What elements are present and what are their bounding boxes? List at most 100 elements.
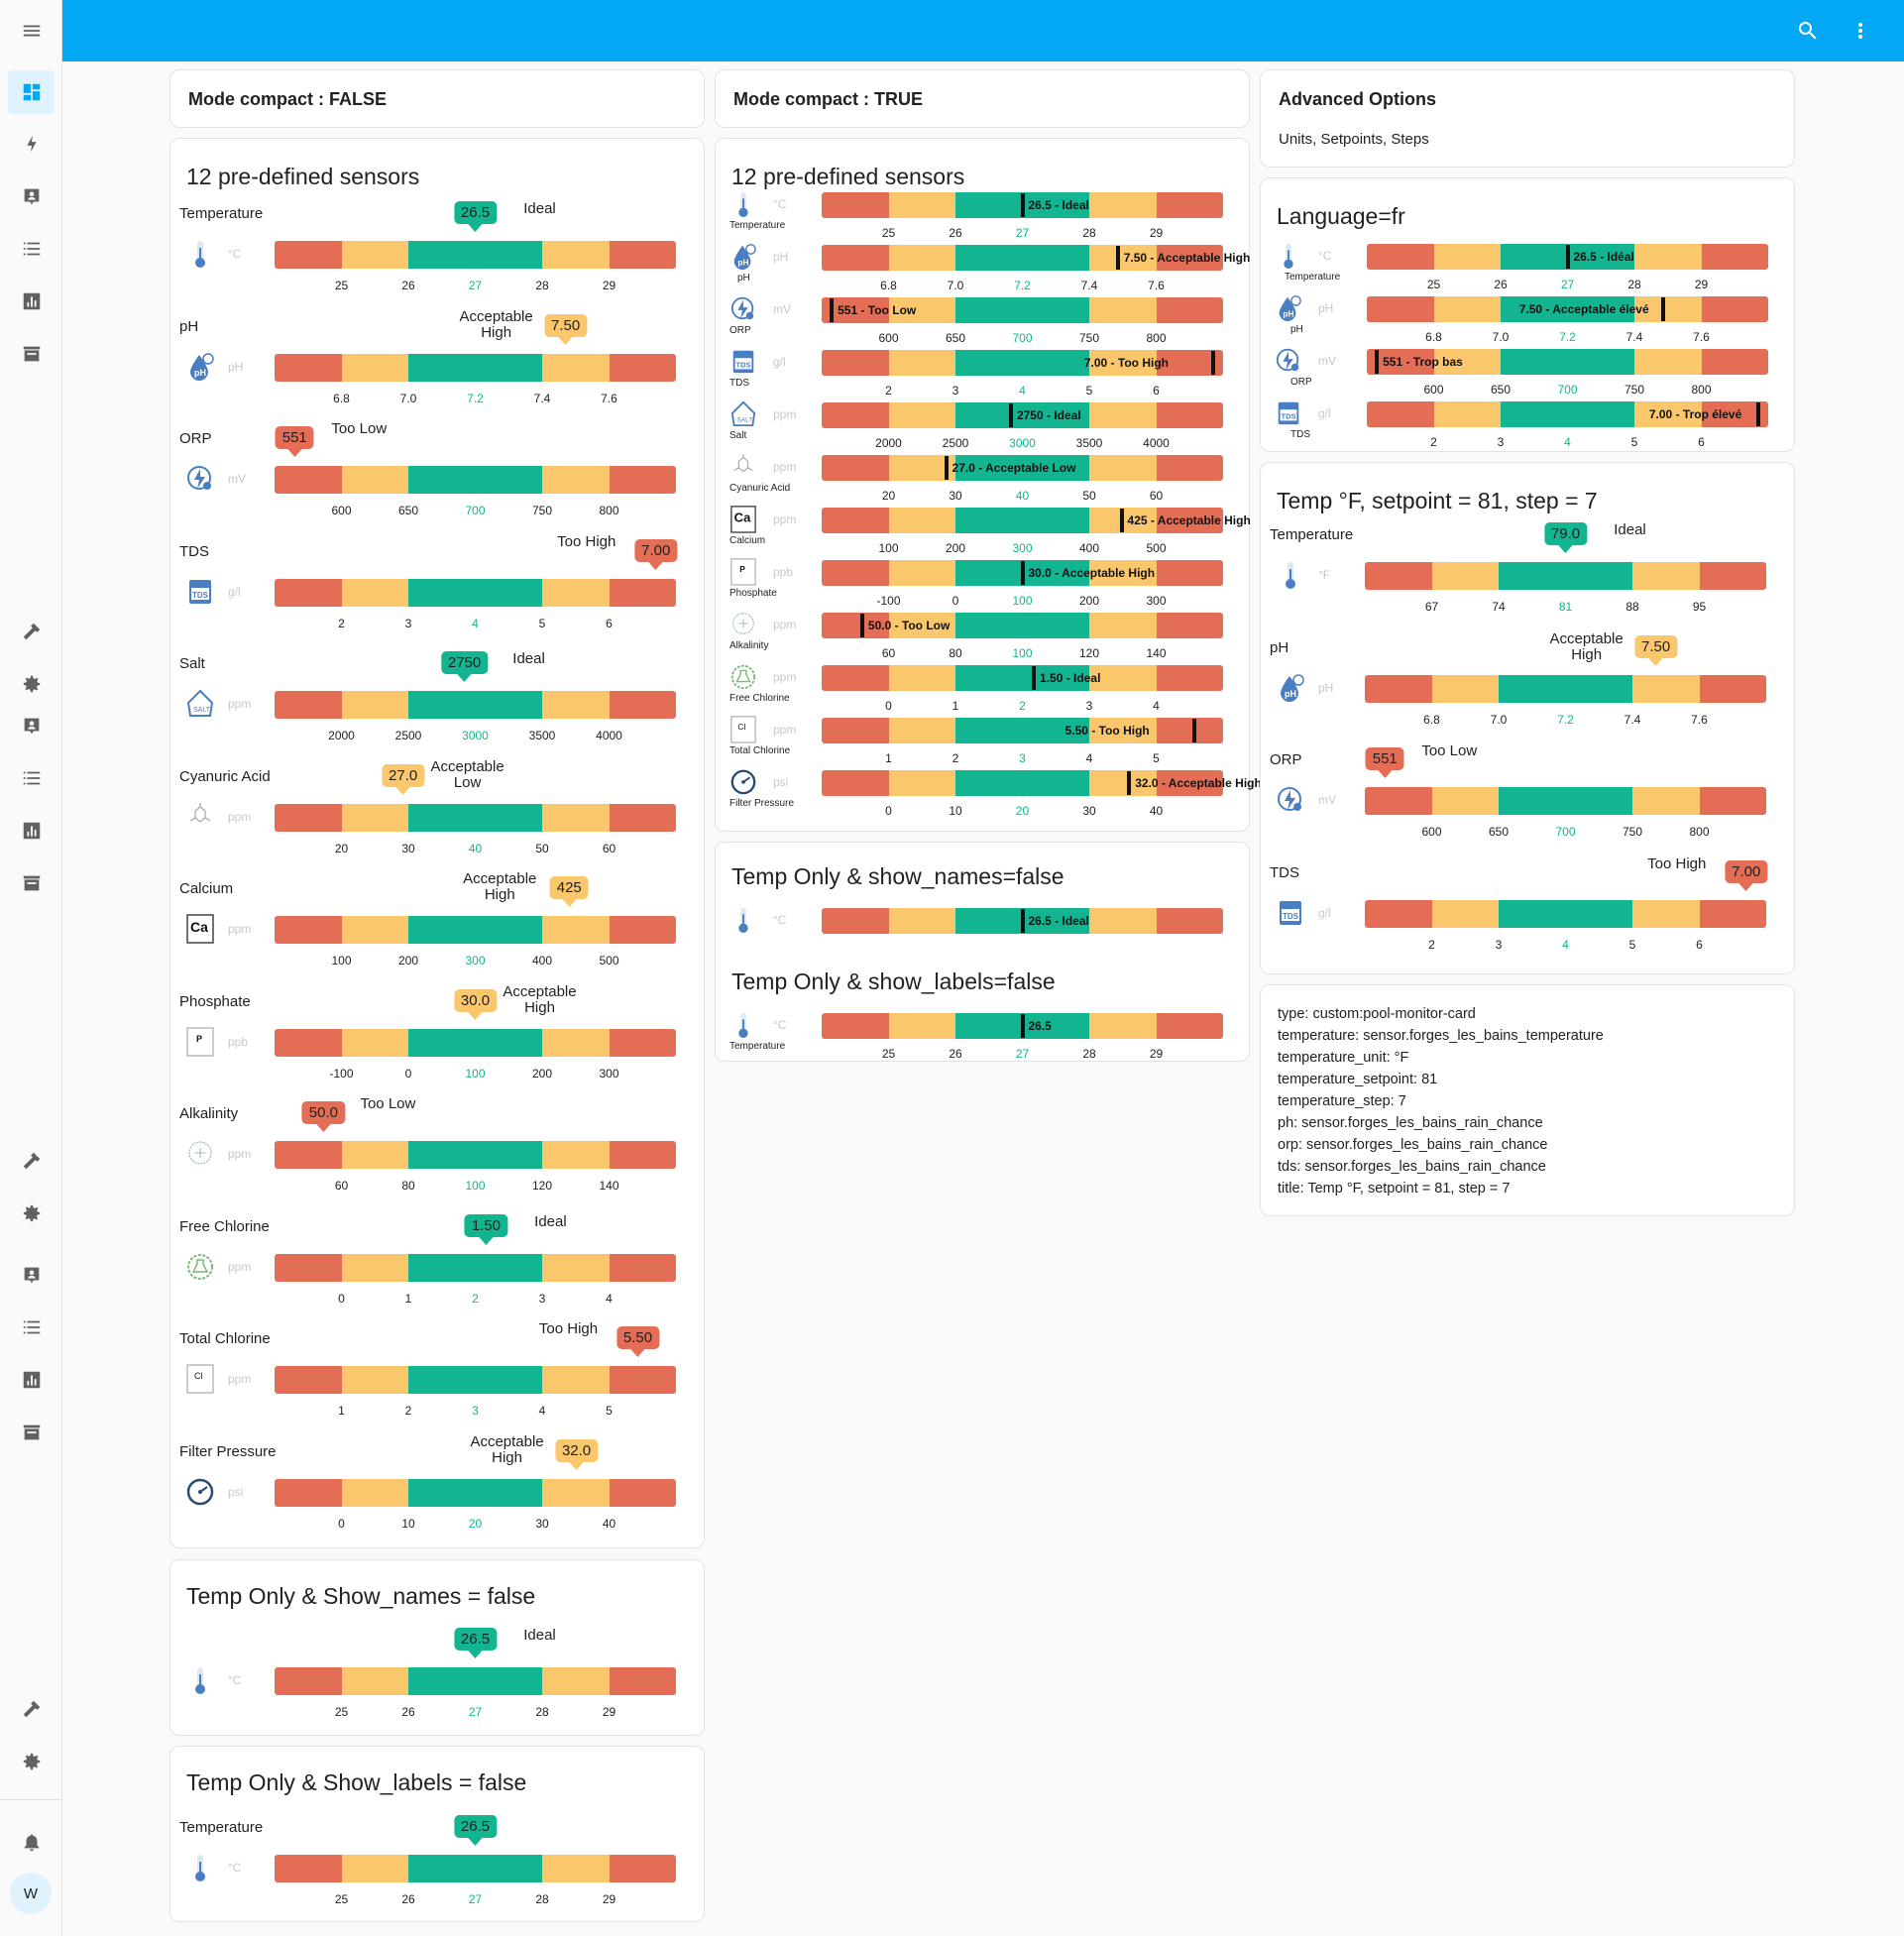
sensor-gauge-bar <box>275 466 676 494</box>
scale-tick-label: 400 <box>531 954 553 968</box>
sensor-row-orp: ORP mV 600 650 700 750 800 551 Too Low <box>170 405 706 517</box>
yaml-line: temperature_setpoint: 81 <box>1278 1072 1438 1087</box>
sensor-name: Phosphate <box>729 588 777 599</box>
svg-text:Ca: Ca <box>734 511 751 525</box>
scale-tick-label: 28 <box>1627 278 1641 291</box>
scale-tick-label: 3 <box>1497 435 1505 449</box>
bar-segment-ideal <box>955 297 1089 323</box>
sensor-name: TDS <box>1290 429 1310 440</box>
scale-tick-label: 50 <box>535 841 549 855</box>
bar-segment-out-of-range <box>275 691 342 719</box>
scale-tick-label: 40 <box>468 841 483 855</box>
dashboard-icon[interactable] <box>20 80 44 104</box>
menu-icon[interactable] <box>20 19 44 43</box>
scale-tick-label: 4000 <box>1143 436 1170 450</box>
sensor-gauge-bar <box>822 770 1223 796</box>
orp-icon <box>1276 784 1305 816</box>
bar-segment-acceptable <box>888 192 955 218</box>
hacs-icon[interactable] <box>20 871 44 895</box>
sensor-gauge-bar <box>1367 296 1768 322</box>
bar-segment-out-of-range <box>1156 297 1223 323</box>
total-chlorine-icon: Cl <box>729 715 757 744</box>
value-bubble: 551 <box>275 426 314 457</box>
sensor-row-free-chlorine: Free Chlorine ppm 0 1 2 3 4 1.50 Ideal <box>170 1194 706 1306</box>
bar-segment-out-of-range <box>609 803 676 832</box>
scale-tick-label: 26 <box>949 1047 962 1061</box>
tds-icon: TDS <box>185 576 215 608</box>
person-card-icon[interactable] <box>20 1263 44 1287</box>
list-icon[interactable] <box>20 237 44 261</box>
chart-icon[interactable] <box>20 289 44 313</box>
bar-segment-ideal <box>955 245 1089 271</box>
scale-tick-label: 20 <box>881 489 896 503</box>
sensor-name: Temperature <box>179 1819 264 1836</box>
sensor-unit: °C <box>1318 249 1332 263</box>
chart-icon[interactable] <box>20 1368 44 1392</box>
list-icon[interactable] <box>20 766 44 790</box>
sensor-gauge-bar <box>1365 899 1766 928</box>
value-bubble: 5.50 <box>616 1326 660 1357</box>
filter-pressure-icon <box>729 767 757 797</box>
sensor-unit: pH <box>773 250 789 264</box>
scale-tick-label: 27 <box>468 1892 483 1906</box>
bar-segment-out-of-range <box>609 1028 676 1057</box>
person-card-icon[interactable] <box>20 714 44 738</box>
gear-icon[interactable] <box>20 672 44 696</box>
chart-icon[interactable] <box>20 819 44 843</box>
scale-tick-label: 600 <box>1421 825 1442 839</box>
sensor-unit: ppm <box>228 1372 252 1386</box>
sensor-gauge-bar <box>275 1253 676 1282</box>
energy-icon[interactable] <box>20 132 44 156</box>
yaml-line: ph: sensor.forges_les_bains_rain_chance <box>1278 1115 1543 1131</box>
compact-value-text: 7.50 - Acceptable High <box>1123 251 1251 265</box>
scale-tick-label: 750 <box>1624 383 1645 397</box>
sidebar: W <box>0 0 62 1936</box>
scale-tick-label: 20 <box>1015 804 1030 818</box>
bar-segment-ideal <box>408 1028 542 1057</box>
value-bubble: 7.00 <box>1725 859 1768 891</box>
person-card-icon[interactable] <box>20 184 44 208</box>
search-icon[interactable] <box>1796 19 1820 43</box>
scale-tick-label: -100 <box>876 594 901 608</box>
sensor-name: pH <box>1290 324 1303 335</box>
bar-segment-acceptable <box>542 1366 610 1394</box>
value-marker <box>1020 909 1025 933</box>
scale-tick-label: 4 <box>1562 937 1569 952</box>
bar-segment-out-of-range <box>275 241 342 269</box>
sensor-name: pH <box>179 317 199 335</box>
compact-value-text: 425 - Acceptable High <box>1127 513 1251 527</box>
sidebar-divider <box>0 1799 62 1800</box>
sensor-unit: ppm <box>773 723 797 737</box>
hammer-icon[interactable] <box>20 1697 44 1721</box>
list-icon[interactable] <box>20 1315 44 1339</box>
hammer-icon[interactable] <box>20 620 44 643</box>
hacs-icon[interactable] <box>20 342 44 366</box>
bar-segment-ideal <box>408 353 542 382</box>
scale-tick-label: 1 <box>885 751 892 765</box>
bell-icon[interactable] <box>20 1830 44 1854</box>
scale-tick-label: 6.8 <box>880 279 897 292</box>
bar-segment-ideal <box>408 1478 542 1507</box>
scale-tick-label: 3500 <box>528 729 556 742</box>
scale-tick-label: 30 <box>1082 804 1096 818</box>
bar-segment-acceptable <box>1632 899 1700 928</box>
alkalinity-icon <box>729 610 757 639</box>
more-vert-icon[interactable] <box>1848 19 1872 43</box>
scale-tick-label: 27 <box>1015 1047 1030 1061</box>
card-title: Temp °F, setpoint = 81, step = 7 <box>1277 488 1598 513</box>
gear-icon[interactable] <box>20 1201 44 1225</box>
avatar[interactable]: W <box>10 1873 52 1914</box>
bar-segment-out-of-range <box>1367 244 1434 270</box>
bar-segment-out-of-range <box>609 1855 676 1882</box>
sensor-name: ORP <box>1270 751 1302 768</box>
sensor-name: Temperature <box>729 1041 786 1052</box>
bar-segment-out-of-range <box>822 455 889 481</box>
scale-tick-label: 60 <box>602 841 616 855</box>
hacs-icon[interactable] <box>20 1421 44 1444</box>
gear-icon[interactable] <box>20 1750 44 1773</box>
value-marker <box>1191 719 1196 742</box>
hammer-icon[interactable] <box>20 1149 44 1173</box>
tds-icon: TDS <box>729 347 757 377</box>
bar-segment-out-of-range <box>275 1478 342 1507</box>
sensor-unit: ppm <box>228 1147 252 1161</box>
